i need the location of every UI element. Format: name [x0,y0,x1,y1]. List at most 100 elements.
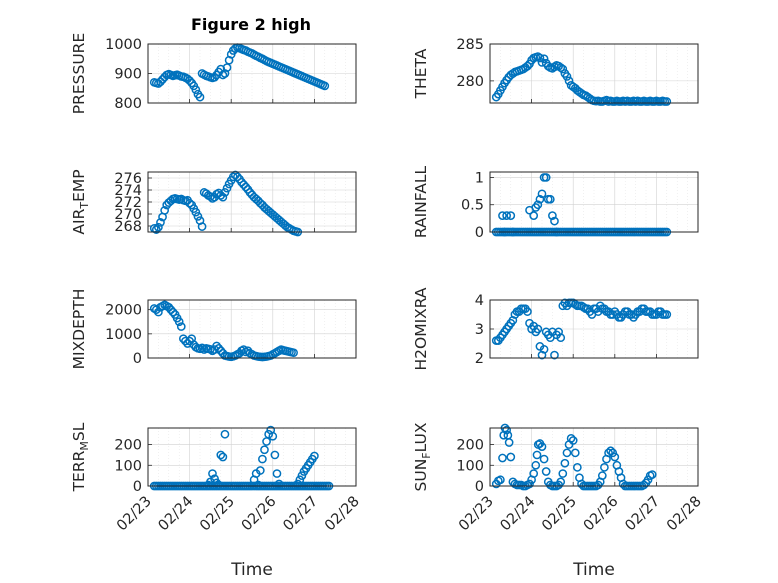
data-point [560,458,570,468]
data-point [502,211,511,220]
axes-frame [147,171,357,233]
data-point [537,189,547,199]
data-point [537,442,547,451]
y-tick-label: 268 [114,219,142,235]
data-point [606,446,615,456]
x-tick-label: 02/27 [622,494,663,535]
data-point [570,448,580,458]
x-axis-label: Time [572,560,615,580]
data-point [639,480,649,490]
data-point [220,188,230,197]
series-points [149,43,330,102]
y-tick-label: 100 [114,458,142,474]
data-point [176,322,186,331]
series-points [491,298,672,360]
data-point [506,211,516,220]
data-point [214,480,224,490]
data-point [293,479,303,489]
data-point [539,54,549,64]
data-point [168,307,178,317]
data-point [550,350,559,360]
data-point [151,225,161,234]
data-point [647,470,657,479]
data-point [193,212,203,221]
x-tick-label: 02/28 [664,494,705,535]
data-point [532,450,542,460]
data-point [185,198,194,208]
data-point [222,183,232,193]
data-point [556,333,566,343]
y-tick-label: 0 [475,479,484,495]
data-point [643,475,653,485]
y-axis-label: RAINFALL [412,165,430,238]
data-point [208,469,217,478]
axes-frame [489,299,699,359]
x-tick-label: 02/26 [239,494,280,535]
data-point [529,469,539,478]
axes-frame [147,427,357,487]
data-point [233,172,242,182]
y-tick-label: 274 [114,183,142,199]
y-tick-label: 285 [456,37,484,53]
x-tick-label: 02/28 [322,494,363,535]
data-point [548,211,557,220]
data-point [523,307,532,316]
data-point [185,76,194,85]
axes-frame [489,427,699,487]
y-tick-label: 2 [475,351,484,367]
data-point [154,307,163,317]
data-point [541,467,551,476]
data-point [320,81,330,91]
data-point [533,324,543,334]
data-point [310,451,319,461]
y-tick-label: 280 [456,74,484,90]
y-tick-label: 1000 [105,37,142,53]
data-point [545,194,555,204]
data-point [531,460,541,470]
data-point [272,469,282,478]
x-tick-label: 02/23 [114,494,155,535]
y-tick-label: 0 [133,351,142,367]
data-point [270,450,280,460]
data-point [550,62,559,72]
data-point [260,445,269,455]
y-tick-label: 2000 [105,303,142,319]
data-point [197,343,207,353]
panel-terr-msl: 0 100 200 02/23 02/24 02/25 02/26 02/27 02/28 Tim… [70,422,363,580]
y-tick-label: 0 [133,479,142,495]
data-point [539,344,549,354]
y-tick-label: 200 [456,438,484,454]
y-axis-label: AIRTEMP [70,169,91,234]
data-point [218,452,228,462]
data-point [556,477,566,487]
data-point [610,452,620,462]
series-points [149,170,303,237]
data-point [577,89,586,98]
data-point [558,469,568,478]
y-axis-label: TERRMSL [70,422,91,492]
data-point [541,173,551,182]
y-axis-label: PRESSURE [70,33,88,115]
y-tick-label: 0 [475,225,484,241]
data-point [662,310,672,319]
data-point [274,479,284,489]
data-point [543,61,553,71]
data-point [498,453,507,463]
data-point [156,218,165,227]
data-point [498,211,507,220]
data-point [253,480,263,490]
y-tick-label: 200 [114,438,142,454]
y-tick-label: 900 [114,67,142,83]
y-axis-label: MIXDEPTH [70,289,88,370]
data-point [239,345,249,354]
data-point [662,97,672,106]
y-tick-label: 1 [475,170,484,186]
data-point [506,452,516,462]
data-point [533,200,543,210]
data-point [262,437,271,446]
data-point [523,61,532,71]
axes-frame [489,43,699,104]
axes-frame [147,43,357,104]
y-tick-label: 4 [475,293,484,309]
